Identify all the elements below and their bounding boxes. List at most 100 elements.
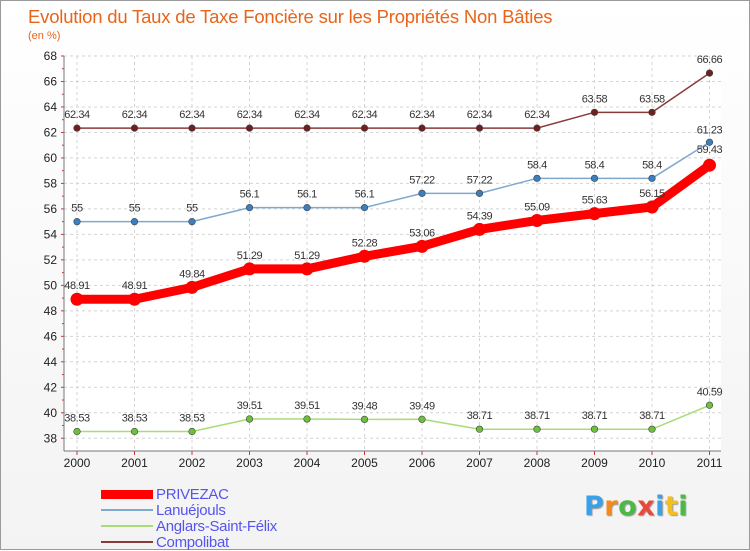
data-label-privezac: 55.63 — [582, 195, 608, 207]
data-label-anglars-saint-felix: 38.53 — [64, 413, 90, 425]
data-point-privezac — [70, 292, 84, 306]
data-point-compolibat — [590, 108, 599, 116]
y-tick-label: 52 — [44, 253, 58, 267]
data-point-compolibat — [303, 124, 311, 132]
data-point-privezac — [415, 239, 429, 253]
logo-letter: r — [604, 491, 619, 522]
data-point-compolibat — [360, 124, 369, 132]
data-label-privezac: 56.15 — [639, 188, 665, 200]
data-label-compolibat: 66.66 — [697, 54, 723, 66]
legend-swatch-lanuejouls — [101, 509, 153, 511]
data-point-privezac — [300, 262, 314, 276]
data-label-lanuejouls: 56.1 — [240, 189, 260, 201]
data-label-privezac: 59.43 — [697, 144, 723, 156]
data-label-privezac: 54.39 — [467, 210, 493, 222]
y-tick-label: 44 — [44, 355, 58, 369]
legend-swatch-anglars-saint-felix — [101, 525, 153, 527]
data-label-lanuejouls: 57.22 — [467, 174, 493, 186]
legend-label-anglars-saint-felix: Anglars-Saint-Félix — [156, 518, 278, 535]
data-point-lanuejouls — [130, 218, 139, 226]
series-line-privezac — [72, 160, 714, 304]
data-point-compolibat — [648, 108, 656, 116]
data-point-anglars-saint-felix — [130, 427, 139, 436]
logo-letter: o — [618, 491, 638, 522]
x-tick-label: 2007 — [466, 456, 493, 470]
data-label-anglars-saint-felix: 38.71 — [582, 410, 608, 422]
data-point-lanuejouls — [475, 189, 484, 197]
x-tick-label: 2005 — [351, 456, 378, 470]
data-point-anglars-saint-felix — [648, 425, 656, 433]
data-label-lanuejouls: 55 — [129, 203, 141, 215]
y-tick-label: 66 — [44, 74, 58, 88]
logo-letter: i — [678, 491, 689, 522]
data-label-compolibat: 62.34 — [467, 109, 493, 121]
x-tick-label: 2002 — [179, 456, 206, 470]
data-label-lanuejouls: 56.1 — [355, 189, 375, 201]
chart-title: Evolution du Taux de Taxe Foncière sur l… — [28, 6, 553, 27]
data-label-compolibat: 62.34 — [122, 109, 148, 121]
data-point-anglars-saint-felix — [705, 401, 714, 409]
data-point-compolibat — [475, 124, 484, 132]
data-label-privezac: 53.06 — [409, 227, 435, 239]
data-label-compolibat: 62.34 — [237, 109, 263, 121]
data-label-lanuejouls: 61.23 — [697, 124, 723, 136]
data-label-anglars-saint-felix: 38.71 — [639, 410, 665, 422]
y-tick-label: 56 — [44, 202, 58, 216]
data-label-anglars-saint-felix: 39.51 — [294, 400, 320, 412]
data-point-privezac — [473, 222, 486, 236]
data-label-compolibat: 62.34 — [294, 109, 320, 121]
logo-letter: x — [637, 491, 656, 522]
data-label-lanuejouls: 57.22 — [409, 174, 435, 186]
y-tick-label: 38 — [44, 431, 58, 445]
x-tick-label: 2006 — [409, 456, 436, 470]
data-label-anglars-saint-felix: 38.53 — [122, 413, 148, 425]
data-label-anglars-saint-felix: 39.51 — [237, 400, 263, 412]
data-point-lanuejouls — [73, 218, 81, 226]
x-tick-label: 2011 — [697, 456, 723, 470]
x-tick-label: 2003 — [236, 456, 263, 470]
y-tick-label: 68 — [44, 49, 58, 63]
logo-letter: P — [584, 491, 605, 522]
data-point-anglars-saint-felix — [590, 425, 599, 433]
y-tick-label: 42 — [44, 380, 58, 394]
data-point-privezac — [588, 207, 601, 221]
y-tick-label: 58 — [44, 176, 58, 190]
data-label-anglars-saint-felix: 39.48 — [352, 400, 378, 412]
data-point-anglars-saint-felix — [303, 415, 311, 423]
legend-swatch-privezac — [101, 489, 153, 499]
axes: 38 40 42 44 46 48 50 52 54 56 58 60 62 64 66 68 2000 2001… — [44, 49, 723, 470]
data-point-anglars-saint-felix — [475, 425, 484, 433]
data-label-lanuejouls: 56.1 — [297, 189, 317, 201]
data-point-lanuejouls — [590, 174, 599, 182]
data-label-anglars-saint-felix: 38.53 — [179, 413, 205, 425]
grid — [64, 55, 721, 451]
data-point-anglars-saint-felix — [245, 415, 254, 423]
y-tick-label: 64 — [44, 100, 58, 114]
data-point-compolibat — [73, 124, 81, 132]
x-tick-label: 2008 — [524, 456, 551, 470]
data-point-anglars-saint-felix — [418, 415, 426, 423]
data-label-privezac: 48.91 — [122, 280, 148, 292]
data-label-compolibat: 62.34 — [64, 109, 90, 121]
series-line-lanuejouls — [76, 141, 711, 223]
logo-letter: t — [664, 491, 679, 522]
data-point-compolibat — [245, 124, 254, 132]
y-tick-label: 50 — [44, 278, 58, 292]
data-point-anglars-saint-felix — [188, 427, 196, 436]
unit-label: (en %) — [28, 30, 61, 42]
logo-letter: i — [655, 491, 665, 522]
data-point-privezac — [358, 249, 371, 263]
data-label-compolibat: 63.58 — [582, 93, 608, 105]
legend-swatch-compolibat — [101, 541, 153, 543]
data-label-privezac: 55.09 — [524, 201, 550, 213]
x-tick-label: 2004 — [294, 456, 321, 470]
data-label-compolibat: 62.34 — [179, 109, 205, 121]
data-point-lanuejouls — [360, 204, 369, 212]
data-point-lanuejouls — [188, 218, 196, 226]
data-point-lanuejouls — [533, 174, 541, 182]
data-point-anglars-saint-felix — [73, 427, 81, 436]
x-tick-label: 2010 — [639, 456, 666, 470]
data-point-compolibat — [418, 124, 426, 132]
